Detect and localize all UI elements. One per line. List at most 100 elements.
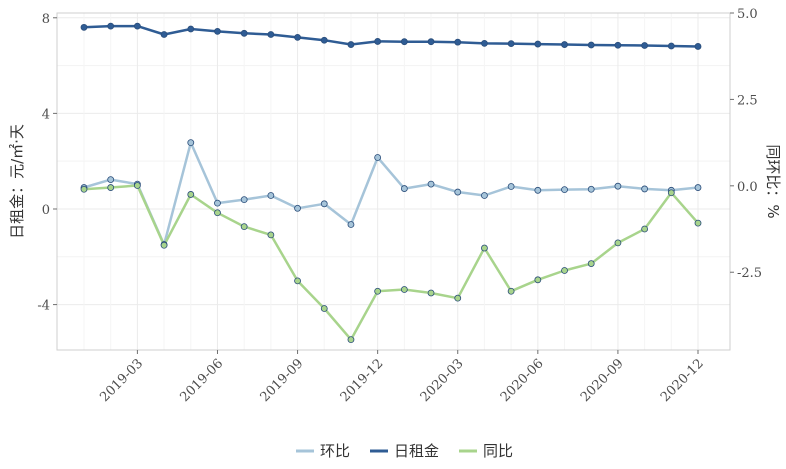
data-point-同比 (294, 277, 301, 285)
data-point-日租金 (614, 41, 622, 49)
data-point-同比 (561, 267, 568, 274)
data-point-日租金 (240, 29, 248, 37)
y-right-tick-label: -2.5 (737, 266, 762, 281)
data-point-日租金 (454, 38, 462, 46)
data-point-环比 (267, 192, 275, 199)
data-point-环比 (561, 186, 568, 194)
data-point-日租金 (587, 41, 595, 49)
grid-lines (57, 13, 730, 350)
data-point-同比 (107, 184, 115, 191)
data-point-环比 (320, 200, 328, 208)
y-left-tick-label: -4 (37, 299, 50, 314)
data-point-同比 (160, 241, 168, 249)
data-point-环比 (240, 196, 248, 204)
y-axis-right: 5.0 2.5 0.0 -2.5 (730, 7, 762, 281)
data-point-同比 (534, 276, 542, 284)
x-tick-label: 2019-06 (177, 356, 226, 405)
y-left-tick-label: 8 (42, 12, 50, 27)
data-point-同比 (641, 225, 649, 233)
data-point-日租金 (400, 38, 408, 46)
series-line-环比 (83, 141, 699, 246)
data-point-日租金 (347, 41, 355, 48)
data-point-同比 (694, 219, 702, 227)
data-point-日租金 (481, 39, 488, 47)
y-left-tick-label: 0 (42, 203, 50, 218)
data-point-环比 (214, 199, 221, 207)
data-point-同比 (133, 182, 141, 189)
data-point-环比 (347, 221, 355, 228)
data-point-日租金 (534, 40, 542, 48)
data-point-环比 (374, 154, 382, 161)
data-point-环比 (694, 184, 702, 191)
data-point-日租金 (80, 23, 88, 31)
data-point-环比 (534, 186, 542, 194)
y-right-tick-label: 5.0 (737, 7, 758, 22)
data-point-日租金 (694, 43, 702, 50)
data-point-日租金 (187, 25, 195, 33)
data-point-环比 (454, 188, 462, 196)
data-point-环比 (507, 183, 515, 190)
data-point-同比 (587, 260, 595, 267)
legend-item-环比: 环比 (296, 442, 350, 460)
series-line-同比 (83, 184, 699, 341)
x-tick-label: 2019-09 (258, 356, 307, 405)
data-point-同比 (80, 185, 88, 193)
data-point-同比 (347, 336, 355, 344)
data-point-日租金 (107, 22, 115, 30)
data-point-环比 (641, 185, 649, 193)
data-point-环比 (187, 139, 195, 147)
y-axis-left: 8 4 0 -4 (37, 12, 57, 314)
data-point-环比 (614, 182, 622, 190)
series-line-日租金 (83, 24, 699, 48)
y-axis-right-title: 同环比：% (764, 144, 782, 218)
data-point-日租金 (294, 33, 301, 41)
data-point-同比 (507, 287, 515, 295)
data-point-同比 (320, 305, 328, 312)
data-point-同比 (374, 287, 382, 295)
data-point-环比 (107, 176, 115, 183)
x-axis: 2019-03 2019-06 2019-09 2019-12 2020-03 2020-… (97, 350, 707, 405)
x-tick-label: 2020-06 (498, 356, 547, 405)
x-tick-label: 2020-09 (578, 356, 627, 405)
x-tick-label: 2019-12 (338, 356, 387, 405)
data-point-环比 (400, 185, 408, 192)
data-point-日租金 (561, 41, 568, 48)
series-lines (83, 24, 699, 341)
y-right-tick-label: 0.0 (737, 180, 758, 195)
data-point-日租金 (374, 38, 382, 45)
data-point-同比 (614, 239, 622, 247)
data-point-环比 (294, 204, 301, 212)
y-left-tick-label: 4 (42, 107, 50, 122)
data-point-同比 (267, 231, 275, 239)
x-tick-label: 2020-12 (658, 356, 707, 405)
y-axis-left-title: 日租金：元/㎡·天 (8, 124, 26, 239)
legend-label: 同比 (483, 442, 513, 460)
y-right-tick-label: 2.5 (737, 93, 758, 108)
data-point-同比 (667, 189, 675, 197)
data-point-日租金 (507, 40, 515, 47)
data-point-同比 (400, 286, 408, 293)
data-point-同比 (454, 294, 462, 302)
x-tick-label: 2019-03 (97, 356, 146, 405)
data-point-环比 (587, 185, 595, 193)
data-point-同比 (427, 289, 435, 297)
data-point-同比 (214, 209, 221, 217)
series-points (80, 22, 702, 344)
legend: 环比 日租金 同比 (296, 442, 513, 460)
data-point-环比 (481, 192, 488, 199)
data-point-同比 (187, 191, 195, 198)
x-tick-label: 2020-03 (418, 356, 467, 405)
legend-label: 环比 (320, 442, 350, 460)
data-point-同比 (240, 223, 248, 231)
data-point-日租金 (267, 31, 275, 38)
legend-label: 日租金 (394, 442, 439, 460)
data-point-日租金 (214, 28, 221, 35)
data-point-环比 (427, 180, 435, 188)
data-point-日租金 (427, 38, 435, 46)
data-point-日租金 (160, 31, 168, 38)
plot-area-frame (56, 12, 731, 351)
data-point-日租金 (641, 42, 649, 49)
data-point-日租金 (133, 22, 141, 30)
data-point-同比 (481, 244, 488, 252)
